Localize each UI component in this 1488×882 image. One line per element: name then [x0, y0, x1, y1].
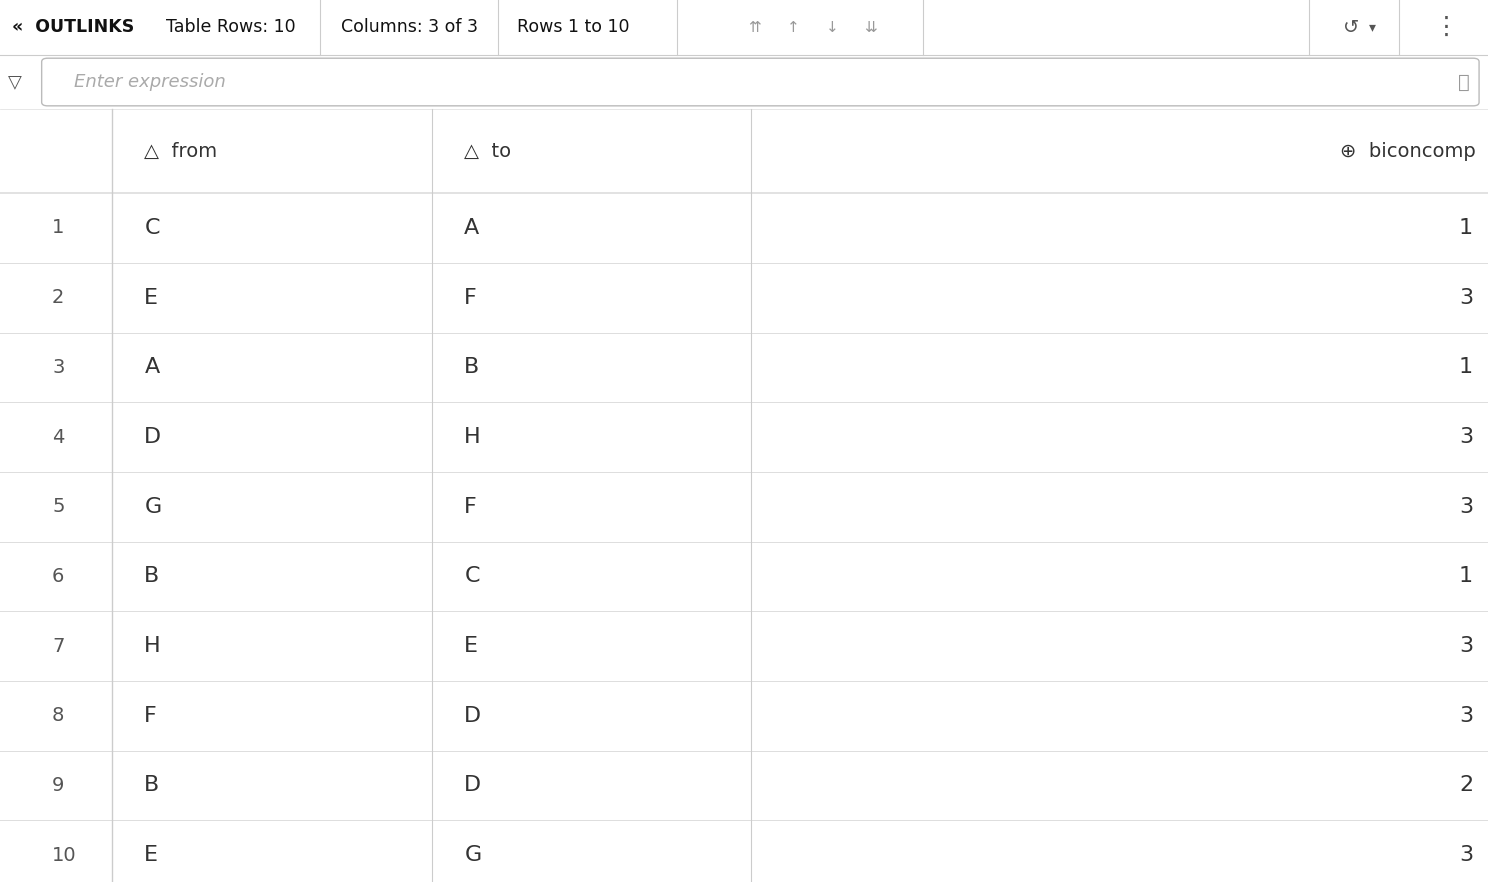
Text: 3: 3 — [1460, 845, 1473, 865]
Text: G: G — [144, 497, 162, 517]
Text: 1: 1 — [1460, 357, 1473, 377]
Text: ⋮: ⋮ — [1434, 15, 1458, 40]
Text: 2: 2 — [1460, 775, 1473, 796]
Text: △  from: △ from — [144, 142, 217, 161]
Text: E: E — [464, 636, 478, 656]
Text: ⊕  biconcomp: ⊕ biconcomp — [1341, 142, 1476, 161]
Bar — [0, 333, 1488, 402]
Text: 1: 1 — [1460, 218, 1473, 238]
Text: 5: 5 — [52, 497, 64, 516]
Text: H: H — [144, 636, 161, 656]
Text: 3: 3 — [1460, 636, 1473, 656]
Text: 6: 6 — [52, 567, 64, 586]
Text: ⌕: ⌕ — [1458, 72, 1470, 92]
Text: F: F — [464, 497, 478, 517]
Text: B: B — [464, 357, 479, 377]
Text: ▾: ▾ — [1369, 20, 1376, 34]
Text: F: F — [464, 288, 478, 308]
Text: 4: 4 — [52, 428, 64, 446]
Text: 3: 3 — [1460, 706, 1473, 726]
Text: A: A — [144, 357, 159, 377]
Text: A: A — [464, 218, 479, 238]
Text: ⇈: ⇈ — [748, 19, 760, 35]
Text: Table Rows: 10: Table Rows: 10 — [165, 19, 296, 36]
Text: 9: 9 — [52, 776, 64, 795]
Text: G: G — [464, 845, 482, 865]
Text: D: D — [464, 775, 482, 796]
Text: ↓: ↓ — [826, 19, 838, 35]
Bar — [0, 542, 1488, 611]
Text: 3: 3 — [1460, 497, 1473, 517]
Text: Rows 1 to 10: Rows 1 to 10 — [516, 19, 629, 36]
Bar — [0, 263, 1488, 333]
Text: Columns: 3 of 3: Columns: 3 of 3 — [341, 19, 478, 36]
Text: D: D — [464, 706, 482, 726]
Text: E: E — [144, 845, 158, 865]
Bar — [0, 0, 1488, 55]
Text: H: H — [464, 427, 481, 447]
Text: D: D — [144, 427, 162, 447]
Text: B: B — [144, 566, 159, 587]
Text: ↺: ↺ — [1342, 18, 1360, 37]
Text: 2: 2 — [52, 288, 64, 307]
Text: ↑: ↑ — [787, 19, 799, 35]
Text: 3: 3 — [1460, 288, 1473, 308]
Bar — [0, 193, 1488, 263]
Text: ▽: ▽ — [7, 73, 22, 91]
Text: 1: 1 — [1460, 566, 1473, 587]
Text: «  OUTLINKS: « OUTLINKS — [12, 19, 134, 36]
Bar — [0, 402, 1488, 472]
Text: 10: 10 — [52, 846, 77, 864]
Bar — [0, 109, 1488, 193]
Text: C: C — [464, 566, 479, 587]
Bar — [0, 751, 1488, 820]
Text: 3: 3 — [52, 358, 64, 377]
Bar — [0, 611, 1488, 681]
Text: 8: 8 — [52, 706, 64, 725]
Text: C: C — [144, 218, 159, 238]
Text: 3: 3 — [1460, 427, 1473, 447]
Text: E: E — [144, 288, 158, 308]
Bar — [0, 820, 1488, 882]
Text: B: B — [144, 775, 159, 796]
Text: Enter expression: Enter expression — [74, 73, 226, 91]
Text: △  to: △ to — [464, 142, 512, 161]
FancyBboxPatch shape — [42, 58, 1479, 106]
Text: 1: 1 — [52, 219, 64, 237]
Text: 7: 7 — [52, 637, 64, 655]
Bar — [0, 472, 1488, 542]
Text: F: F — [144, 706, 158, 726]
Text: ⇊: ⇊ — [865, 19, 876, 35]
Bar — [0, 681, 1488, 751]
